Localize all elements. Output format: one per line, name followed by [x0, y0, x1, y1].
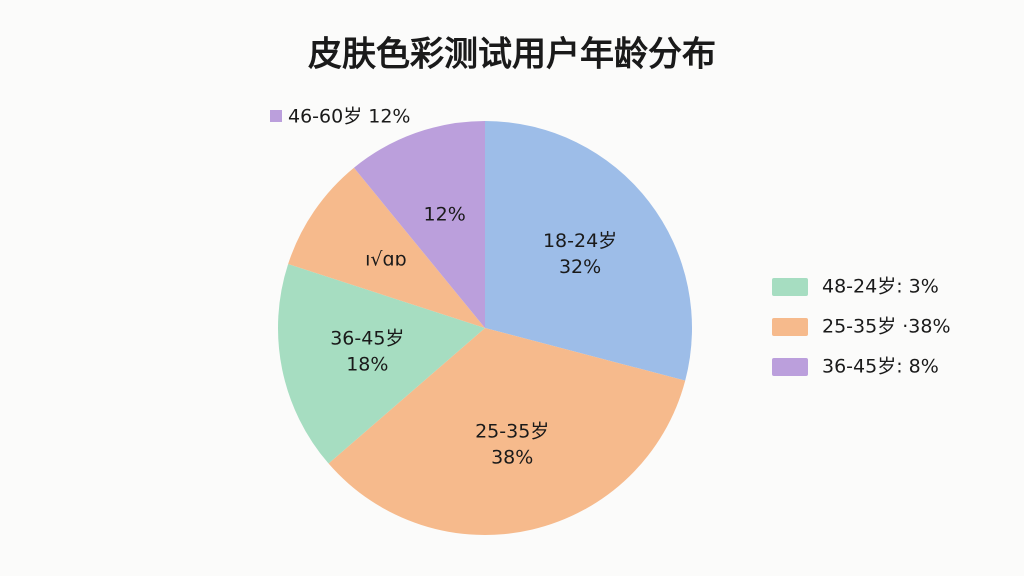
legend-swatch [772, 318, 808, 336]
legend-label: 48-24岁: 3% [822, 276, 939, 298]
value-label: 38% [491, 446, 533, 468]
chart-title: 皮肤色彩测试用户年龄分布 [308, 35, 716, 75]
legend-label: 46-60岁 12% [288, 106, 410, 128]
value-label: 18% [346, 353, 388, 375]
legend-label: 36-45岁: 8% [822, 356, 939, 378]
slice-label: 36-45岁 [330, 327, 404, 349]
pie-slice [328, 328, 686, 536]
legend-swatch [772, 358, 808, 376]
pie-slice [288, 167, 485, 328]
pie-slice [277, 264, 485, 464]
pie-slice [485, 121, 692, 381]
value-label: 32% [559, 256, 601, 278]
legend-label: 25-35岁 ·38% [822, 316, 951, 338]
slice-label: 18-24岁 [543, 230, 617, 252]
legend-swatch [772, 278, 808, 296]
annotation: ı√ɑɒ [365, 249, 407, 271]
legend-swatch [270, 110, 282, 122]
slice-label: 25-35岁 [475, 420, 549, 442]
value-label: 12% [424, 203, 466, 225]
pie-slice [353, 121, 485, 328]
